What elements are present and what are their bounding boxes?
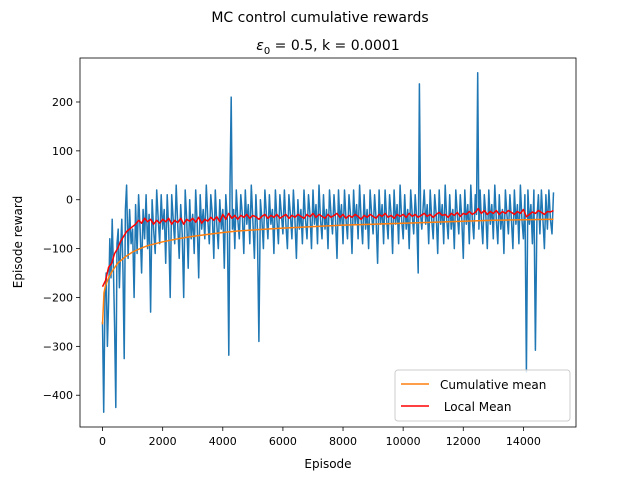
chart-title: ε0 = 0.5, k = 0.0001 <box>256 38 399 57</box>
title-suffix: = 0.5, k = 0.0001 <box>270 38 400 54</box>
x-tick-label: 14000 <box>506 435 541 448</box>
x-tick-label: 0 <box>99 435 106 448</box>
y-tick-label: −400 <box>43 389 73 402</box>
x-axis-label: Episode <box>304 457 351 471</box>
y-tick-label: −300 <box>43 340 73 353</box>
y-axis-label: Episode reward <box>11 196 25 289</box>
y-tick-label: −200 <box>43 291 73 304</box>
y-tick-label: −100 <box>43 243 73 256</box>
series-line-local-mean <box>101 207 554 288</box>
y-tick-label: 0 <box>66 194 73 207</box>
title-epsilon: ε <box>256 38 264 54</box>
x-tick-label: 8000 <box>329 435 357 448</box>
x-tick-label: 2000 <box>149 435 177 448</box>
legend-label-cumulative-mean: Cumulative mean <box>440 378 546 392</box>
series-line-episode-reward <box>101 71 555 414</box>
series-line-cumulative-mean <box>101 218 554 325</box>
y-tick-label: 200 <box>52 96 73 109</box>
title-subscript: 0 <box>264 46 270 57</box>
figure-suptitle: MC control cumulative rewards <box>211 10 428 26</box>
y-axis: −400 −300 −200 −100 0 100 200 <box>43 96 80 402</box>
plot-frame <box>79 57 577 428</box>
legend: Cumulative mean Local Mean <box>394 369 571 422</box>
x-tick-label: 6000 <box>269 435 297 448</box>
legend-frame <box>394 369 571 422</box>
x-axis: 0 2000 4000 6000 8000 10000 12000 14000 <box>99 427 541 448</box>
x-tick-label: 12000 <box>446 435 481 448</box>
x-tick-label: 10000 <box>386 435 421 448</box>
series-layer <box>101 71 555 414</box>
x-tick-label: 4000 <box>209 435 237 448</box>
y-tick-label: 100 <box>52 145 73 158</box>
legend-label-local-mean: Local Mean <box>440 400 511 414</box>
